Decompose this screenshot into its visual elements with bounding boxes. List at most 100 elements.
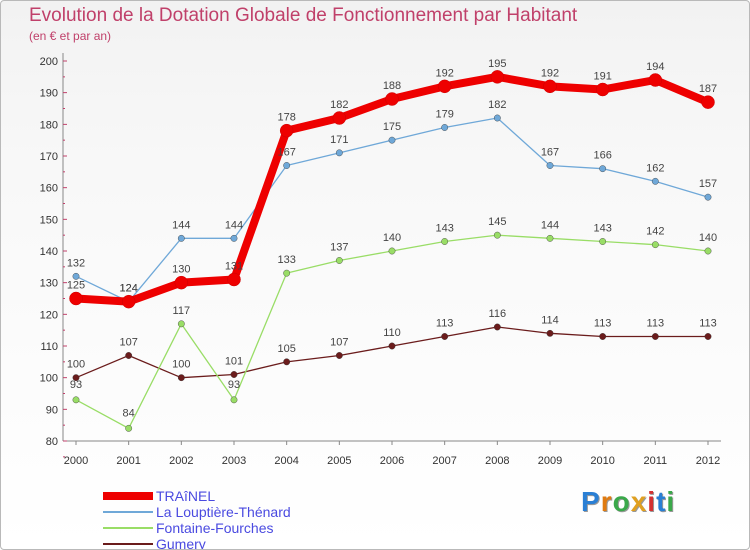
data-label: 107 [330,337,348,349]
logo-letter: r [600,486,613,517]
y-tick-label: 140 [40,246,58,258]
data-point [595,82,610,97]
data-label: 167 [541,147,559,159]
data-point [69,291,83,306]
legend-item-fontaine: Fontaine-Fourches [103,520,403,536]
x-tick-label: 2002 [169,455,193,467]
data-point [437,79,452,94]
data-label: 144 [225,219,243,231]
legend-swatch-louptiere [103,511,153,513]
chart-title: Evolution de la Dotation Globale de Fonc… [29,5,578,26]
data-label: 178 [277,112,295,124]
logo-letter: i [666,486,676,517]
data-label: 187 [699,83,717,95]
data-label: 117 [173,305,191,317]
data-label: 192 [435,67,453,79]
data-label: 113 [594,318,612,330]
data-point [385,92,399,106]
data-label: 195 [488,58,506,70]
data-label: 175 [383,121,401,133]
data-point [230,234,238,242]
data-point [599,238,607,245]
data-label: 157 [699,178,717,190]
data-label: 167 [277,147,295,159]
x-tick-label: 2010 [590,455,614,467]
data-point [283,358,291,366]
logo-letter: i [647,486,657,517]
y-tick-label: 160 [40,183,58,195]
data-label: 144 [172,219,190,231]
logo-letter: t [656,486,667,517]
data-label: 113 [699,318,717,330]
y-tick-label: 200 [40,56,58,68]
legend: TRAîNEL La Louptière-Thénard Fontaine-Fo… [103,488,403,549]
data-label: 124 [119,283,137,295]
y-tick-label: 120 [40,309,58,321]
data-point [704,247,712,255]
data-point [543,79,557,94]
data-label: 131 [225,261,243,273]
data-label: 100 [172,359,190,371]
legend-item-trainel: TRAîNEL [103,488,403,504]
data-point [335,352,343,359]
data-point [230,396,238,404]
data-point [388,136,396,144]
data-point [701,95,715,109]
data-point [72,396,80,404]
data-point [493,323,501,331]
data-label: 182 [488,99,506,111]
data-label: 113 [436,318,454,330]
data-point [704,333,712,340]
data-label: 130 [172,264,190,276]
x-tick-label: 2008 [485,455,509,467]
data-label: 93 [228,379,240,391]
data-label: 166 [593,150,611,162]
y-tick-label: 110 [40,341,58,353]
data-label: 100 [67,359,85,371]
x-tick-label: 2007 [432,455,456,467]
legend-label-trainel: TRAîNEL [156,488,216,504]
y-tick-label: 90 [46,404,58,416]
data-point [335,149,343,157]
legend-swatch-trainel [103,492,153,500]
y-tick-label: 130 [40,278,58,290]
data-point [177,374,185,382]
x-tick-label: 2005 [327,455,351,467]
legend-label-louptiere: La Louptière-Thénard [156,504,291,520]
y-tick-label: 170 [40,151,58,163]
data-label: 140 [699,232,717,244]
x-tick-label: 2000 [64,455,88,467]
data-point [335,257,343,264]
data-label: 188 [383,80,401,92]
data-point [546,162,554,169]
data-label: 124 [119,283,137,295]
data-point [125,352,133,359]
data-point [177,234,185,242]
y-tick-label: 190 [40,88,58,100]
data-label: 113 [647,318,665,330]
data-point [283,162,291,169]
data-point [651,241,659,249]
proxiti-logo: Proxiti [581,486,675,518]
x-tick-label: 2012 [696,455,720,467]
x-tick-label: 2006 [380,455,404,467]
x-tick-label: 2001 [116,455,140,467]
data-point [121,294,136,309]
data-point [283,269,291,277]
data-point [230,371,238,378]
legend-item-gumery: Gumery [103,536,403,549]
data-point [493,114,501,122]
data-point [704,193,712,201]
logo-letter: o [612,486,631,517]
data-label: 101 [225,356,243,368]
data-point [441,238,449,245]
x-tick-label: 2003 [222,455,246,467]
data-point [651,333,659,340]
data-label: 116 [489,308,507,320]
data-point [388,247,396,255]
data-point [174,275,189,290]
data-label: 133 [277,254,295,266]
data-label: 182 [330,99,348,111]
chart-subtitle: (en € et par an) [29,29,112,43]
data-label: 144 [541,219,559,231]
